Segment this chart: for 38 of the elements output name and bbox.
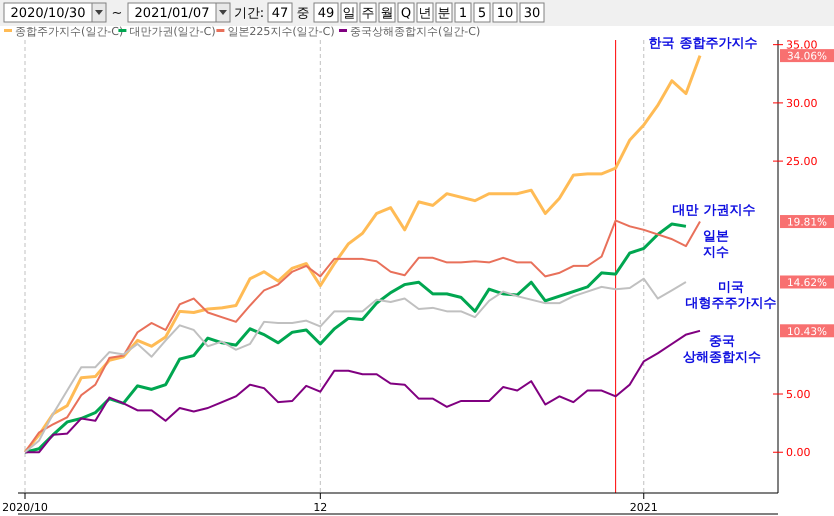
text: 19.81%	[786, 216, 828, 229]
text: 49	[318, 6, 334, 21]
text: 47	[272, 6, 288, 21]
x-tick-label: 12	[313, 501, 328, 514]
text: 30	[524, 6, 540, 21]
text: 1	[458, 6, 468, 21]
annotation: 대만 가권지수	[672, 203, 756, 218]
legend-label: 종합주가지수(일간-C)	[15, 25, 124, 38]
text: 10	[496, 6, 514, 21]
text: 2020/10/30	[10, 6, 86, 21]
annotation: 중국 상해종합지수	[683, 334, 761, 365]
annotation: 미국 대형주주가지수	[686, 280, 776, 311]
legend-label: 일본225지수(일간-C)	[227, 25, 335, 38]
text: 2021/01/07	[134, 6, 210, 21]
text: 월	[380, 6, 394, 21]
text: 주	[362, 6, 374, 21]
text: 일	[342, 6, 356, 21]
text: 14.62%	[786, 276, 828, 289]
text: ~	[112, 6, 122, 21]
x-tick-label: 2021	[630, 501, 658, 514]
text: 34.06%	[786, 50, 828, 63]
y-tick-label: 25.00	[786, 155, 818, 168]
annotation: 한국 종합주가지수	[648, 36, 758, 51]
legend-label: 대만가권(일간-C)	[129, 25, 216, 38]
text: 기간:	[234, 6, 264, 21]
text: 분	[438, 6, 450, 21]
y-tick-label: 35.00	[786, 38, 818, 52]
x-tick-label: 2020/10	[2, 501, 48, 514]
annotation: 일본 지수	[703, 229, 729, 260]
y-tick-label: 30.00	[786, 96, 818, 110]
text: 중	[296, 6, 310, 21]
legend-label: 중국상해종합지수(일간-C)	[350, 25, 480, 38]
y-tick-label: 5.00	[786, 388, 810, 402]
text: Q	[400, 6, 412, 21]
text: 10.43%	[786, 326, 828, 338]
text: 5	[478, 6, 486, 21]
text: 년	[418, 6, 432, 21]
y-tick-label: 0.00	[786, 446, 810, 460]
